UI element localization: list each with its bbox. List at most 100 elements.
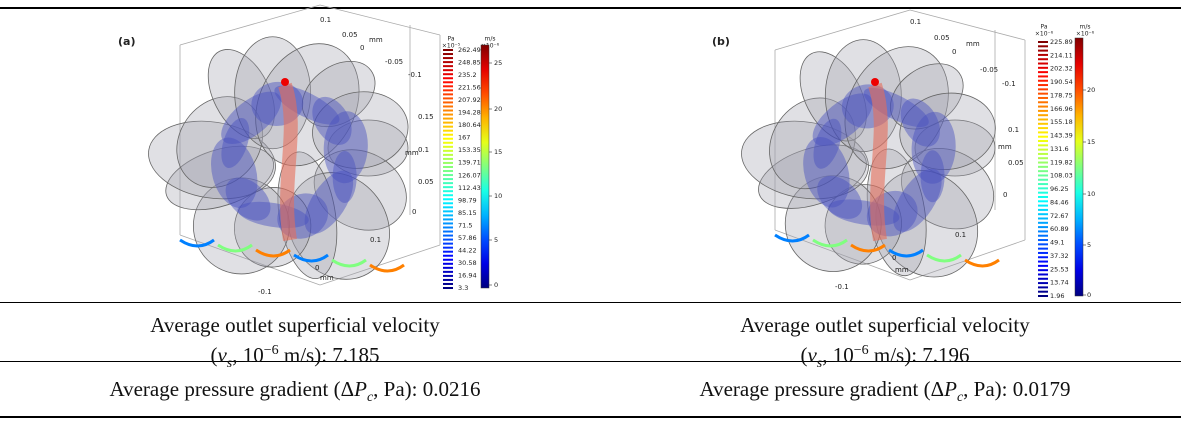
lobe [192,177,290,275]
table-cell: Average pressure gradient (ΔPc, Pa): 0.0… [0,376,590,411]
colorbar-tick-label: 202.32 [1050,65,1073,73]
channel-patch [812,93,873,146]
colorbar-tick-label: 167 [458,134,470,142]
colorbar-tick-label: 72.67 [1050,212,1069,220]
colorbar-tick-label: 207.92 [458,96,481,104]
text-run: −6 [263,343,279,358]
axis-line [319,4,441,36]
outlet-edge [369,263,405,273]
outlet-edge [293,253,329,263]
axis-line [774,9,911,51]
axis-line [774,229,911,281]
colorbar-scale: ×10⁻⁶ [1076,31,1095,38]
channel-patch [900,98,940,147]
velocity-colorbar [480,44,490,289]
flow-streak [278,82,298,242]
top-rule [0,7,1181,9]
text-run: Δ [340,377,355,401]
cell-line: Average pressure gradient (ΔPc, Pa): 0.0… [590,376,1180,411]
lobe [312,91,409,169]
text-run: P [354,377,367,401]
axis-label: 0.1 [320,16,331,24]
colorbar-tick-label: 131.6 [1050,145,1069,153]
channel-patch [893,168,942,232]
outlet-edge [179,238,215,248]
outlet-edge [331,258,367,268]
lobe [301,61,376,128]
lobe [165,145,275,211]
colorbar-tick-label: 143.39 [1050,132,1073,140]
colorbar-scale: ×10⁻⁵ [442,43,461,50]
colorbar-tick-label: 71.5 [458,221,472,229]
row-rule [0,302,1181,303]
colorbar-tick-label: 190.54 [1050,78,1073,86]
table-cell: Average outlet superficial velocity (vs, … [590,312,1180,377]
table-cell: Average pressure gradient (ΔPc, Pa): 0.0… [590,376,1180,411]
axis-label: -0.1 [408,71,422,79]
axis-label: 0 [892,254,896,262]
outlet-edge [850,243,886,253]
colorbar-tick-label: 214.11 [1050,51,1073,59]
text-run: s [816,356,823,371]
text-run: Average outlet superficial velocity [150,313,440,337]
colorbar-scale: ×10⁻⁶ [1035,31,1054,38]
outlet-edge [888,248,924,258]
channel-patch [817,175,863,219]
text-run: , Pa): [963,377,1013,401]
text-run: , Pa): [373,377,423,401]
colorbar-unit: Pa [447,36,454,43]
channel-patch [813,118,842,169]
colorbar-tick-label: 166.96 [1050,105,1073,113]
axis-label: 0.05 [934,34,950,42]
lobe [255,43,360,167]
bottom-rule [0,416,1181,418]
text-run: P [944,377,957,401]
lobe [899,92,996,171]
colorbar-tick-label: 57.86 [458,234,477,242]
axis-label: mm [320,274,334,282]
colorbar-tick-label: 0 [494,281,498,289]
cell-line: (vs, 10−6 m/s): 7.185 [0,338,590,377]
text-run: m/s): [868,343,923,367]
text-run: , 10 [822,343,854,367]
axis-line [179,4,321,46]
colorbar-tick-label: 3.3 [458,284,468,292]
text-run: c [956,390,964,405]
lobe [769,97,856,190]
text-run: −6 [853,343,869,358]
outlet-edge [774,233,810,243]
panel-label: (b) [712,35,730,48]
text-run: c [366,390,374,405]
colorbar-tick-label: 5 [494,236,498,244]
cell-line: Average outlet superficial velocity [0,312,590,338]
colorbar-tick-label: 16.94 [458,271,477,279]
channel-patch [332,150,357,203]
lobe [875,169,979,278]
text-run: 7.196 [922,343,970,367]
colorbar-tick-label: 5 [1087,241,1091,249]
colorbar-tick-label: 96.25 [1050,185,1069,193]
cell-line: Average pressure gradient (ΔPc, Pa): 0.0… [0,376,590,411]
colorbar-tick-label: 119.82 [1050,158,1073,166]
colorbar-tick-label: 44.22 [458,246,477,254]
text-run: 0.0179 [1012,377,1071,401]
colorbar-tick-label: 98.79 [458,196,477,204]
lobe [148,120,276,200]
lobe [799,51,867,142]
colorbar-scale: ×10⁻⁶ [481,43,500,50]
colorbar-tick-label: 112.43 [458,184,481,192]
channel-patch [803,136,850,208]
text-run: v [807,343,817,367]
text-run: ( [800,343,808,367]
table-cell: Average outlet superficial velocity (vs, … [0,312,590,377]
text-run: Average pressure gradient ( [699,377,931,401]
colorbar-tick-label: 108.03 [1050,172,1073,180]
colorbar-tick-label: 139.71 [458,159,481,167]
colorbar-tick-label: 155.18 [1050,118,1073,126]
colorbar-tick-label: 20 [494,105,502,113]
figures: (a)0.10.05mm0-0.05-0.10.150.1mm0.0500.10… [118,4,1095,300]
outlet-edge [255,248,291,258]
outlet-edge [812,238,848,248]
axis-label: -0.1 [1002,80,1016,88]
panel-label: (a) [118,35,135,48]
